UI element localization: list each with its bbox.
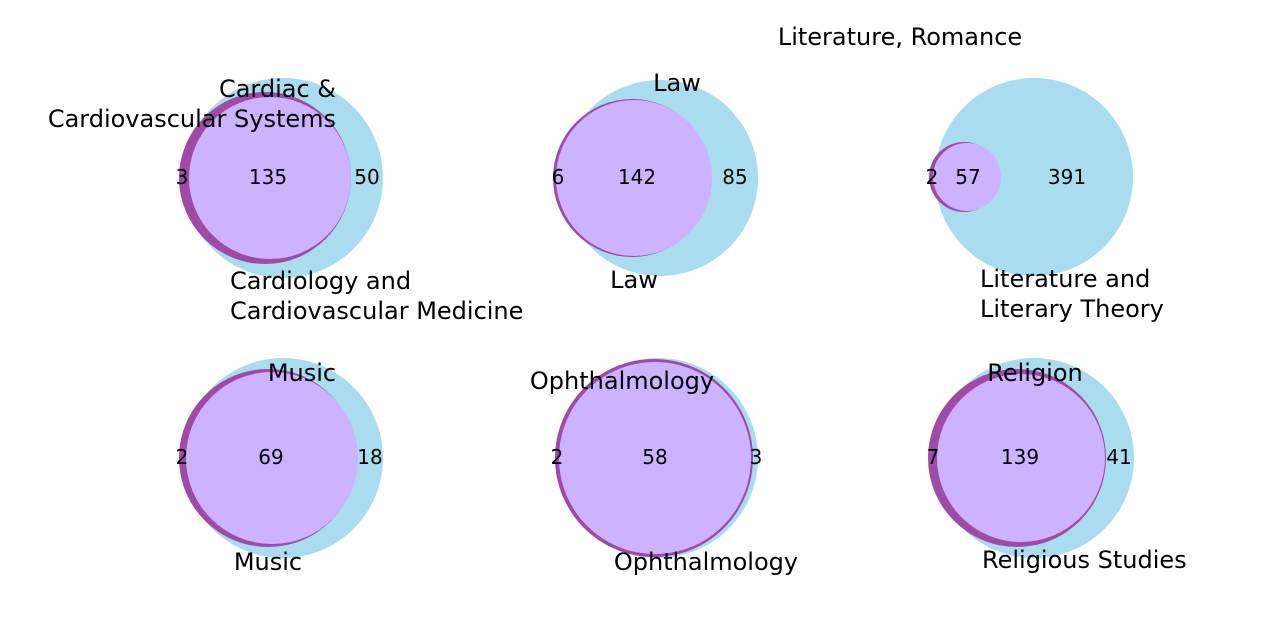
left-only-count: 3 [176, 165, 189, 189]
left-only-count: 6 [552, 165, 565, 189]
overlap-region [556, 100, 712, 256]
overlap-region [933, 143, 1001, 211]
overlap-count: 135 [249, 165, 287, 189]
overlap-region [189, 97, 351, 259]
left-set-label: Music [234, 548, 302, 576]
overlap-count: 69 [258, 445, 283, 469]
overlap-region [186, 372, 358, 544]
venn-diagram-religion: Religion Religious Studies 7 139 41 [927, 358, 1187, 574]
right-set-label: Religion [987, 359, 1083, 387]
right-set-circle [935, 78, 1133, 276]
left-set-label-line1: Literature and [980, 265, 1150, 293]
left-only-count: 2 [176, 445, 189, 469]
overlap-region [559, 362, 751, 554]
venn-diagram-law: Law Law 6 142 85 [552, 69, 758, 294]
left-set-label-line1: Cardiology and [230, 267, 411, 295]
right-only-count: 85 [722, 165, 747, 189]
venn-diagram-cardiology: Cardiac & Cardiovascular Systems Cardiol… [48, 75, 524, 325]
right-only-count: 50 [354, 165, 379, 189]
left-set-label: Ophthalmology [614, 548, 798, 576]
right-set-label: Ophthalmology [530, 367, 714, 395]
right-set-label-line1: Cardiac & [219, 75, 336, 103]
right-only-count: 18 [357, 445, 382, 469]
left-set-label: Religious Studies [982, 546, 1187, 574]
venn-diagram-music: Music Music 2 69 18 [176, 358, 383, 576]
venn-diagram-literature: Literature, Romance Literature and Liter… [778, 23, 1164, 323]
overlap-count: 57 [955, 165, 980, 189]
right-set-label: Literature, Romance [778, 23, 1022, 51]
left-set-label: Law [610, 266, 658, 294]
left-set-label-line2: Cardiovascular Medicine [230, 297, 523, 325]
right-only-count: 391 [1048, 165, 1086, 189]
left-set-label-line2: Literary Theory [980, 295, 1164, 323]
right-set-label-line2: Cardiovascular Systems [48, 105, 336, 133]
right-only-count: 3 [750, 445, 763, 469]
overlap-count: 139 [1001, 445, 1039, 469]
overlap-count: 58 [642, 445, 667, 469]
right-set-label: Law [653, 69, 701, 97]
left-only-count: 2 [551, 445, 564, 469]
left-only-count: 7 [927, 445, 940, 469]
overlap-count: 142 [618, 165, 656, 189]
right-set-label: Music [268, 359, 336, 387]
venn-diagram-ophthalmology: Ophthalmology Ophthalmology 2 58 3 [530, 358, 798, 576]
overlap-region [937, 374, 1105, 542]
left-only-count: 2 [926, 165, 939, 189]
right-only-count: 41 [1106, 445, 1131, 469]
